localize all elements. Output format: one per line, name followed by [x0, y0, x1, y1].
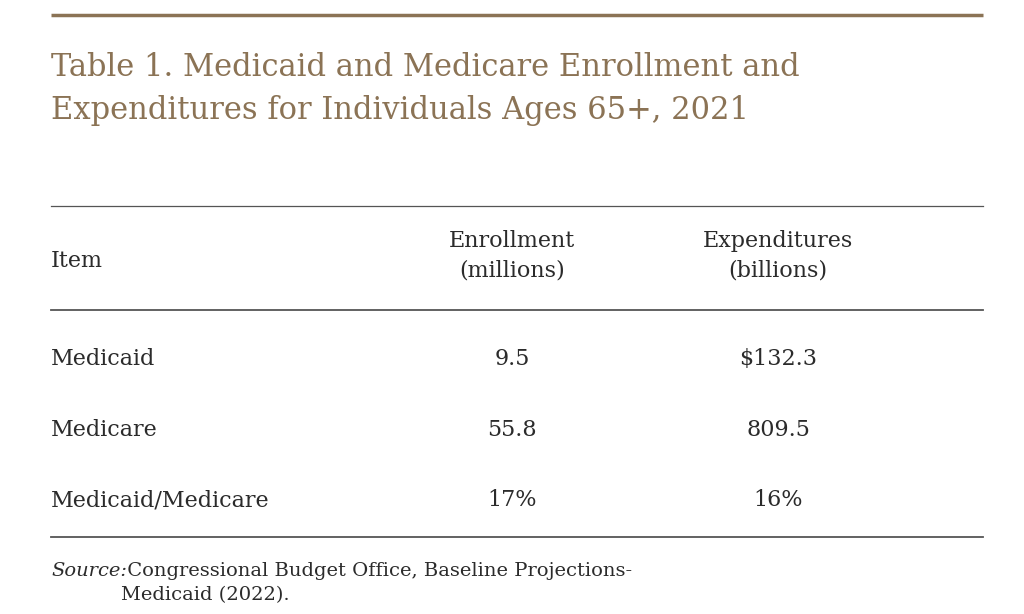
Text: Congressional Budget Office, Baseline Projections-
Medicaid (2022).: Congressional Budget Office, Baseline Pr… — [121, 562, 632, 604]
Text: Expenditures
(billions): Expenditures (billions) — [703, 230, 853, 281]
Text: 16%: 16% — [754, 489, 803, 511]
Text: Enrollment
(millions): Enrollment (millions) — [449, 230, 575, 281]
Text: $132.3: $132.3 — [739, 348, 817, 370]
Text: Medicaid/Medicare: Medicaid/Medicare — [51, 489, 270, 511]
Text: 55.8: 55.8 — [487, 419, 537, 441]
Text: 9.5: 9.5 — [495, 348, 529, 370]
Text: Source:: Source: — [51, 562, 127, 580]
Text: Table 1. Medicaid and Medicare Enrollment and: Table 1. Medicaid and Medicare Enrollmen… — [51, 52, 800, 83]
Text: Medicare: Medicare — [51, 419, 158, 441]
Text: Item: Item — [51, 250, 103, 272]
Text: 809.5: 809.5 — [746, 419, 810, 441]
Text: Expenditures for Individuals Ages 65+, 2021: Expenditures for Individuals Ages 65+, 2… — [51, 95, 750, 126]
Text: Medicaid: Medicaid — [51, 348, 156, 370]
Text: 17%: 17% — [487, 489, 537, 511]
